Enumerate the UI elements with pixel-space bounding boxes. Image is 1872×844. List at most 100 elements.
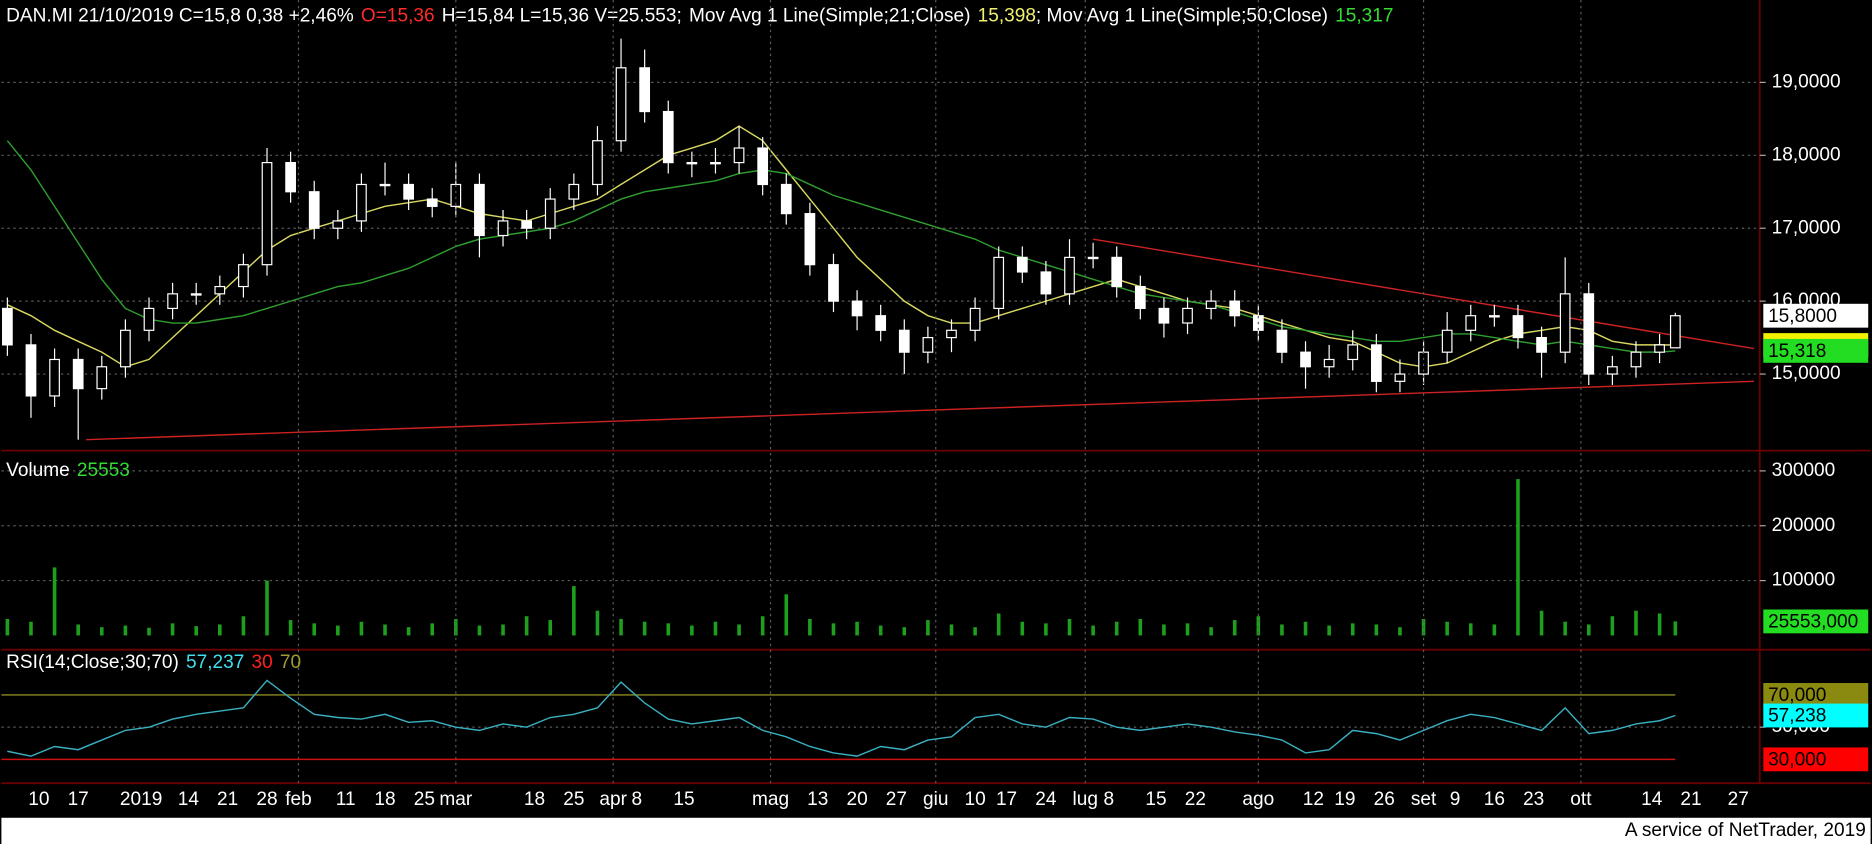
candle-body (592, 140, 603, 186)
volume-bar (831, 623, 836, 636)
footer-band (1, 817, 1871, 844)
volume-bar (100, 627, 104, 636)
x-tick-label: 12 (1303, 789, 1324, 810)
candle-body (1370, 344, 1382, 382)
candle-body (875, 315, 887, 331)
volume-bar (1209, 627, 1213, 636)
x-tick-label: mar (439, 789, 472, 810)
volume-bar (265, 580, 269, 636)
header-item: Volume (6, 460, 70, 481)
volume-bar (1492, 624, 1497, 636)
candle-body (1347, 344, 1359, 361)
x-tick-label: 26 (1374, 789, 1395, 810)
header-item: 15,317 (1335, 6, 1393, 27)
candle-body (1607, 366, 1618, 375)
header-item: O=15,36 (361, 6, 435, 27)
volume-bar (194, 626, 198, 636)
volume-bar (1044, 623, 1048, 636)
volume-bar (690, 625, 694, 636)
value-tag-label: 57,238 (1768, 706, 1826, 727)
volume-bar (359, 621, 364, 636)
volume-bar (52, 567, 57, 636)
header-item: 15,398 (978, 6, 1036, 27)
volume-bar (1232, 620, 1237, 636)
volume-bar (477, 625, 482, 636)
volume-bar (1114, 621, 1119, 636)
candle-body (1300, 351, 1311, 368)
candle-body (1087, 256, 1099, 260)
x-tick-label: 10 (964, 789, 985, 810)
volume-bar (241, 616, 246, 636)
volume-bar (406, 627, 411, 636)
y-tick-label: 200000 (1772, 515, 1836, 536)
volume-bar (902, 627, 907, 636)
x-tick-label: 22 (1185, 789, 1206, 810)
volume-bar (29, 621, 33, 636)
candle-body (1559, 293, 1571, 353)
header-item: 30 (252, 652, 273, 673)
volume-bar (1303, 621, 1308, 636)
value-tag-label: 15,8000 (1768, 306, 1837, 327)
candle-body (1654, 344, 1665, 353)
x-tick-label: 28 (256, 789, 277, 810)
panel-header: DAN.MI 21/10/2019 C=15,8 0,38 +2,46% O=15… (6, 6, 1393, 27)
volume-bar (1350, 623, 1355, 636)
x-tick-label: 13 (807, 789, 828, 810)
candle-body (757, 147, 769, 186)
y-tick-label: 300000 (1772, 460, 1836, 481)
candle-body (733, 147, 745, 164)
candle-body (2, 307, 13, 346)
x-tick-label: 10 (28, 789, 49, 810)
volume-bar (855, 621, 859, 636)
candle-body (544, 198, 556, 229)
volume-bar (713, 621, 718, 636)
candle-body (497, 220, 509, 237)
candle-body (710, 162, 721, 165)
volume-bar (1162, 624, 1166, 636)
candle-body (922, 336, 934, 353)
volume-bar (548, 620, 553, 636)
x-tick-label: 9 (1450, 789, 1461, 810)
volume-bar (1280, 624, 1284, 636)
volume-bar (996, 613, 1001, 636)
candle-body (686, 162, 698, 165)
candle-body (214, 285, 226, 295)
volume-bar (524, 616, 529, 636)
x-tick-label: 18 (524, 789, 545, 810)
y-tick-label: 18,0000 (1772, 144, 1841, 165)
candle-body (568, 183, 580, 200)
candle-body (96, 366, 108, 390)
volume-bar (619, 618, 623, 636)
candle-body (946, 329, 957, 339)
x-tick-label: ago (1242, 789, 1274, 810)
candle-body (615, 67, 627, 142)
x-tick-label: 18 (374, 789, 395, 810)
candle-body (25, 344, 37, 397)
value-tag (1763, 683, 1869, 707)
y-tick-label: 19,0000 (1772, 71, 1841, 92)
volume-bar (926, 620, 930, 636)
candle-body (1205, 300, 1217, 310)
volume-bar (808, 618, 812, 636)
value-tag-label: 30,000 (1768, 750, 1826, 771)
volume-bar (76, 624, 80, 636)
candle-body (851, 300, 863, 317)
candle-body (1441, 329, 1453, 353)
x-tick-label: apr (599, 789, 627, 810)
candle-body (1158, 307, 1170, 324)
x-tick-label: 15 (673, 789, 694, 810)
x-tick-label: 25 (414, 789, 435, 810)
panel-header: Volume 25553 (6, 460, 130, 481)
volume-bar (1445, 621, 1449, 636)
volume-bar (1516, 479, 1520, 636)
volume-bar (1374, 624, 1379, 636)
candle-body (1536, 336, 1547, 353)
moving-average (6, 140, 1676, 353)
candle-body (308, 191, 320, 229)
volume-bar (737, 624, 741, 636)
x-tick-label: 27 (1728, 789, 1749, 810)
volume-bar (1091, 625, 1095, 636)
candle-body (1111, 256, 1123, 288)
y-tick-label: 17,0000 (1772, 217, 1841, 238)
